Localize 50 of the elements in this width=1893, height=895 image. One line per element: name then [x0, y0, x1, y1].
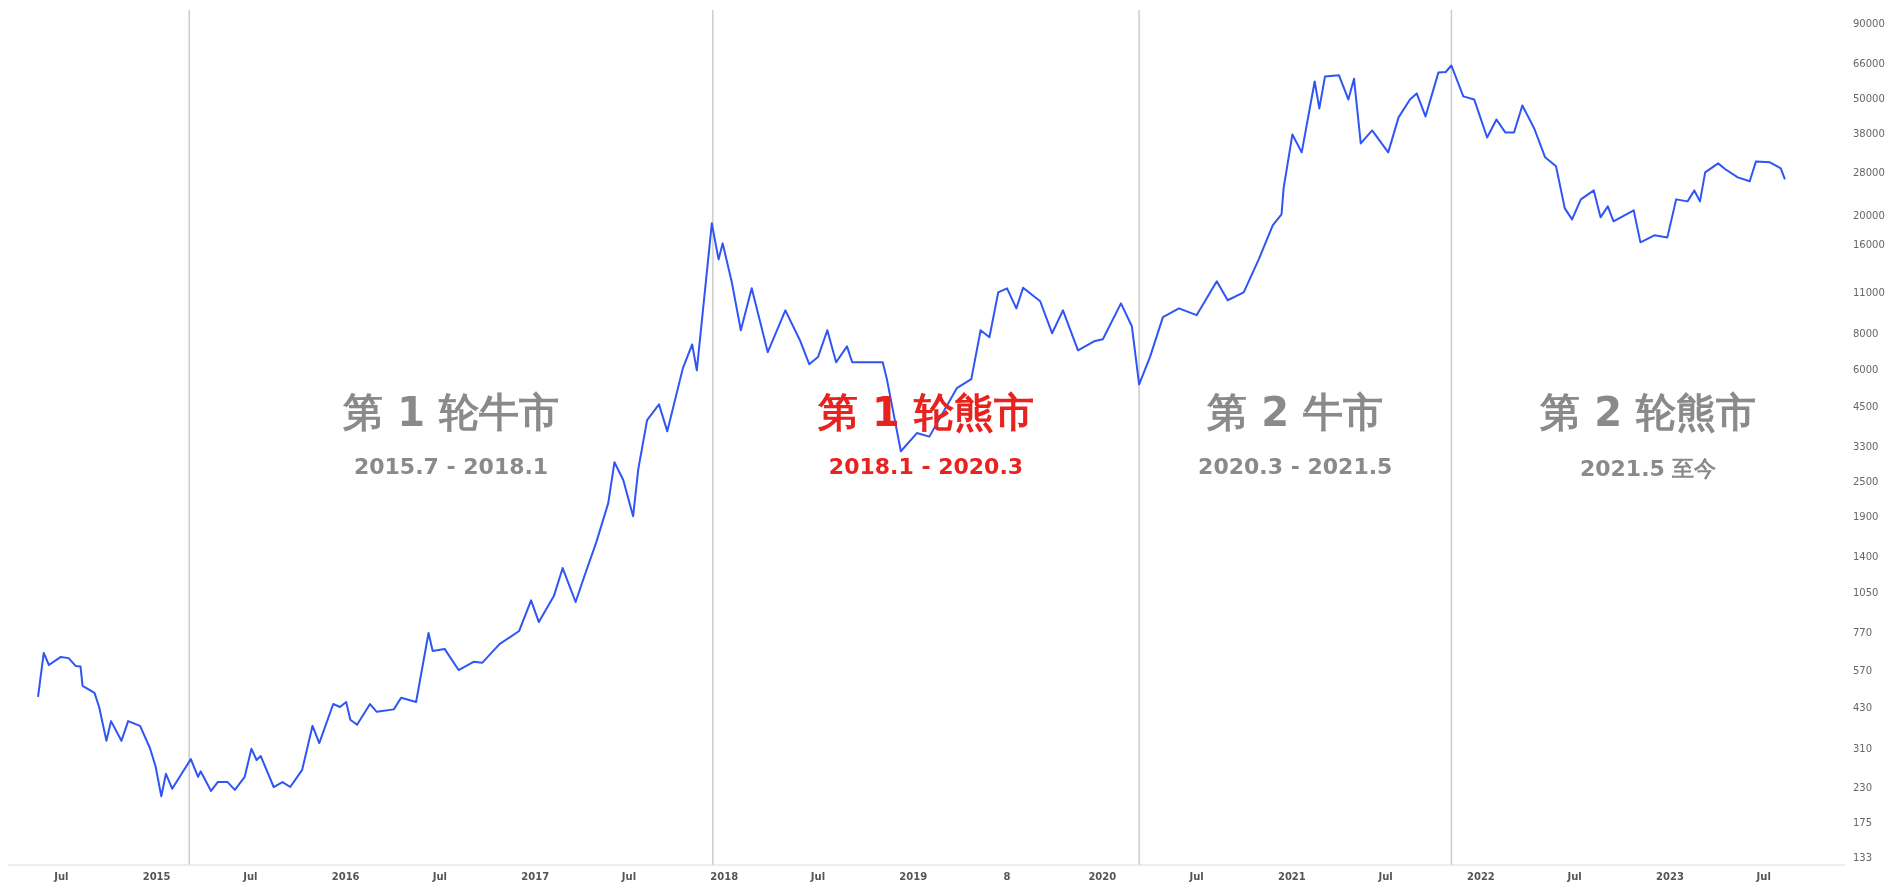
y-tick-label: 230: [1853, 781, 1873, 793]
y-tick-label: 38000: [1853, 128, 1885, 140]
y-tick-label: 770: [1853, 627, 1873, 639]
annotation: 2021.5 至今: [1578, 455, 1718, 483]
x-tick-label: Jul: [620, 871, 637, 883]
y-tick-label: 2500: [1853, 476, 1879, 488]
x-tick-label: 2022: [1466, 871, 1495, 883]
x-tick-label: 2023: [1656, 871, 1684, 883]
x-tick-label: Jul: [809, 871, 826, 883]
x-tick-label: 2019: [899, 871, 928, 883]
x-tick-label: 2018: [710, 871, 739, 883]
x-tick-label: Jul: [1755, 871, 1771, 883]
y-tick-label: 50000: [1853, 93, 1885, 105]
y-tick-label: 20000: [1853, 210, 1885, 222]
line-series: [37, 64, 1786, 798]
y-tick-label: 8000: [1853, 327, 1879, 339]
x-tick-label: Jul: [1377, 871, 1393, 883]
y-tick-label: 175: [1853, 816, 1873, 828]
annotation: 第 1 轮牛市: [342, 388, 560, 436]
y-tick-label: 16000: [1853, 238, 1885, 250]
x-tick-label: 2015: [142, 871, 171, 883]
y-tick-label: 1900: [1853, 511, 1879, 523]
x-tick-label: 2020: [1088, 871, 1117, 883]
y-tick-label: 28000: [1853, 167, 1885, 179]
y-tick-label: 430: [1853, 701, 1873, 713]
x-tick-label: 2017: [521, 871, 550, 883]
x-tick-label: Jul: [242, 871, 258, 883]
y-tick-label: 310: [1853, 743, 1873, 755]
y-tick-label: 6000: [1853, 364, 1879, 376]
annotation: 第 2 轮熊市: [1539, 388, 1758, 436]
x-tick-label: Jul: [431, 871, 448, 883]
y-tick-label: 11000: [1853, 286, 1885, 298]
x-tick-label: 2021: [1277, 871, 1306, 883]
y-tick-label: 1400: [1853, 550, 1879, 562]
annotation: 2018.1 - 2020.3: [827, 454, 1025, 479]
x-tick-label: 2016: [331, 871, 360, 883]
x-tick-label: Jul: [1188, 871, 1204, 883]
y-tick-label: 570: [1853, 665, 1873, 677]
y-tick-label: 66000: [1853, 57, 1885, 69]
x-tick-label: Jul: [53, 871, 69, 883]
y-tick-label: 3300: [1853, 440, 1879, 452]
annotation: 2020.3 - 2021.5: [1197, 454, 1394, 479]
annotation: 2015.7 - 2018.1: [352, 454, 550, 479]
y-tick-label: 90000: [1853, 18, 1885, 30]
x-tick-label: Jul: [1566, 871, 1582, 883]
y-tick-label: 133: [1853, 851, 1873, 863]
annotation: 第 2 牛市: [1206, 388, 1385, 436]
y-tick-label: 1050: [1853, 587, 1879, 599]
y-tick-label: 4500: [1853, 401, 1879, 413]
x-tick-label: 8: [1003, 871, 1011, 883]
